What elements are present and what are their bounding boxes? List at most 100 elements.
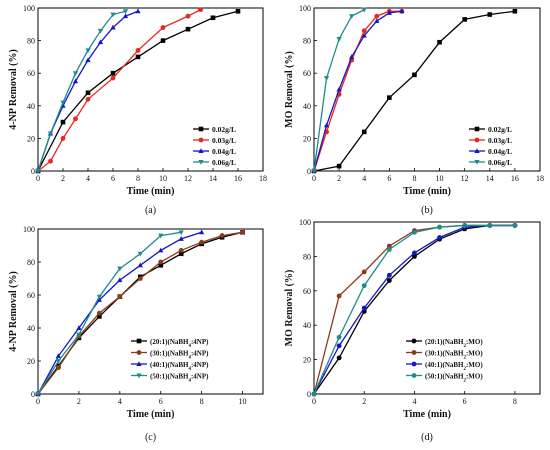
plot-frame [313, 7, 541, 172]
data-point [85, 57, 91, 63]
data-point [336, 334, 342, 340]
data-point [48, 158, 53, 164]
legend: 0.02g/L 0.03g/L 0.04g/L 0.06g/L [469, 125, 512, 167]
chart-panel-2: 0 2 4 6 8 10 12 14 16 18 0 20 40 60 80 100 Time (min) MO … [284, 4, 544, 216]
legend-marker [198, 126, 204, 132]
y-axis-label: 4-NP Removal (%) [8, 49, 19, 130]
data-point [35, 392, 41, 397]
panel-label: (d) [421, 432, 433, 443]
legend-marker [411, 373, 417, 378]
data-point [97, 314, 102, 319]
series-4 [35, 9, 129, 174]
data-point [437, 224, 442, 230]
data-point [60, 100, 66, 106]
legend-marker [136, 373, 142, 379]
legend-text-part: :MO) [466, 361, 483, 369]
x-tick-label: 4 [118, 397, 122, 406]
y-tick-label: 80 [27, 37, 35, 46]
legend-subscript: 2 [464, 378, 467, 383]
y-tick-label: 0 [31, 167, 35, 176]
data-point [336, 355, 342, 361]
legend-text-part: :MO) [466, 349, 483, 357]
data-point [412, 250, 417, 256]
x-tick-label: 16 [511, 174, 519, 183]
legend-marker [411, 350, 417, 355]
data-point [137, 251, 143, 257]
plot-frame [37, 7, 264, 172]
series-line [313, 10, 402, 172]
data-point [97, 39, 104, 45]
data-point [85, 48, 91, 54]
data-point [72, 78, 79, 84]
data-point [437, 235, 442, 240]
x-axis-label: Time (min) [403, 186, 451, 197]
legend-text-part: (20:1)(NaBH [150, 338, 189, 346]
data-point [178, 236, 184, 241]
data-point [361, 28, 367, 34]
y-tick-label: 40 [303, 321, 311, 330]
legend-subscript: 4 [189, 355, 192, 360]
series-line [37, 9, 201, 172]
legend-label: (40:1)(NaBH2:MO) [425, 361, 483, 372]
data-point [60, 135, 66, 141]
x-tick-label: 6 [159, 397, 163, 406]
x-tick-label: 8 [513, 397, 517, 406]
legend-marker [198, 148, 204, 153]
y-tick-label: 60 [27, 291, 35, 300]
x-tick-label: 10 [436, 174, 444, 183]
data-point [56, 365, 61, 371]
series-line [313, 10, 402, 172]
legend-subscript: 4 [189, 343, 192, 348]
legend-text-part: :MO) [466, 372, 483, 380]
data-point [76, 325, 82, 330]
data-point [158, 247, 164, 253]
legend-label: (30:1)(NaBH4:4NP) [150, 349, 209, 360]
data-point [336, 86, 342, 92]
chart-panel-1: 0 2 4 6 8 10 12 14 16 18 0 20 40 60 80 100 Time (min) 4-N… [8, 4, 267, 216]
data-point [185, 13, 191, 19]
series-3 [311, 8, 405, 173]
legend-label: (50:1)(NaBH2:MO) [425, 372, 483, 383]
legend-subscript: 4 [189, 378, 192, 383]
data-point [185, 26, 191, 32]
y-tick-label: 40 [303, 102, 311, 111]
data-point [311, 391, 317, 397]
legend-marker [198, 160, 204, 165]
data-point [399, 8, 405, 14]
legend: (20:1)(NaBH2:MO)(30:1)(NaBH2:MO)(40:1)(N… [406, 338, 483, 383]
data-point [361, 7, 367, 13]
legend-marker [411, 361, 417, 367]
x-tick-label: 14 [209, 174, 217, 183]
legend-marker [474, 148, 480, 153]
data-point [76, 332, 82, 338]
data-point [323, 76, 330, 81]
data-point [96, 310, 102, 316]
panel-label: (c) [145, 432, 156, 443]
legend-text-part: :4NP) [191, 349, 209, 357]
legend-marker [198, 137, 204, 143]
y-tick-label: 40 [27, 102, 35, 111]
data-point [160, 25, 166, 30]
data-point [336, 343, 342, 349]
series-line [37, 10, 126, 172]
data-point [110, 24, 116, 30]
y-tick-label: 100 [23, 225, 35, 234]
data-point [47, 131, 54, 137]
data-point [336, 37, 342, 42]
series-line [37, 231, 243, 395]
data-point [199, 239, 205, 245]
data-point [336, 293, 342, 299]
legend-text-part: (50:1)(NaBH [150, 372, 189, 380]
legend-label: (30:1)(NaBH2:MO) [425, 349, 483, 360]
series-2 [311, 8, 405, 174]
legend-label: 0.03g/L [212, 136, 236, 145]
legend-text-part: :4NP) [191, 361, 209, 369]
data-point [96, 294, 103, 300]
legend-subscript: 2 [464, 355, 467, 360]
data-point [158, 259, 164, 265]
legend-marker [474, 126, 480, 132]
legend-text-part: (30:1)(NaBH [425, 349, 464, 357]
panel-label: (a) [145, 205, 156, 216]
data-point [117, 294, 123, 300]
data-point [137, 276, 143, 281]
